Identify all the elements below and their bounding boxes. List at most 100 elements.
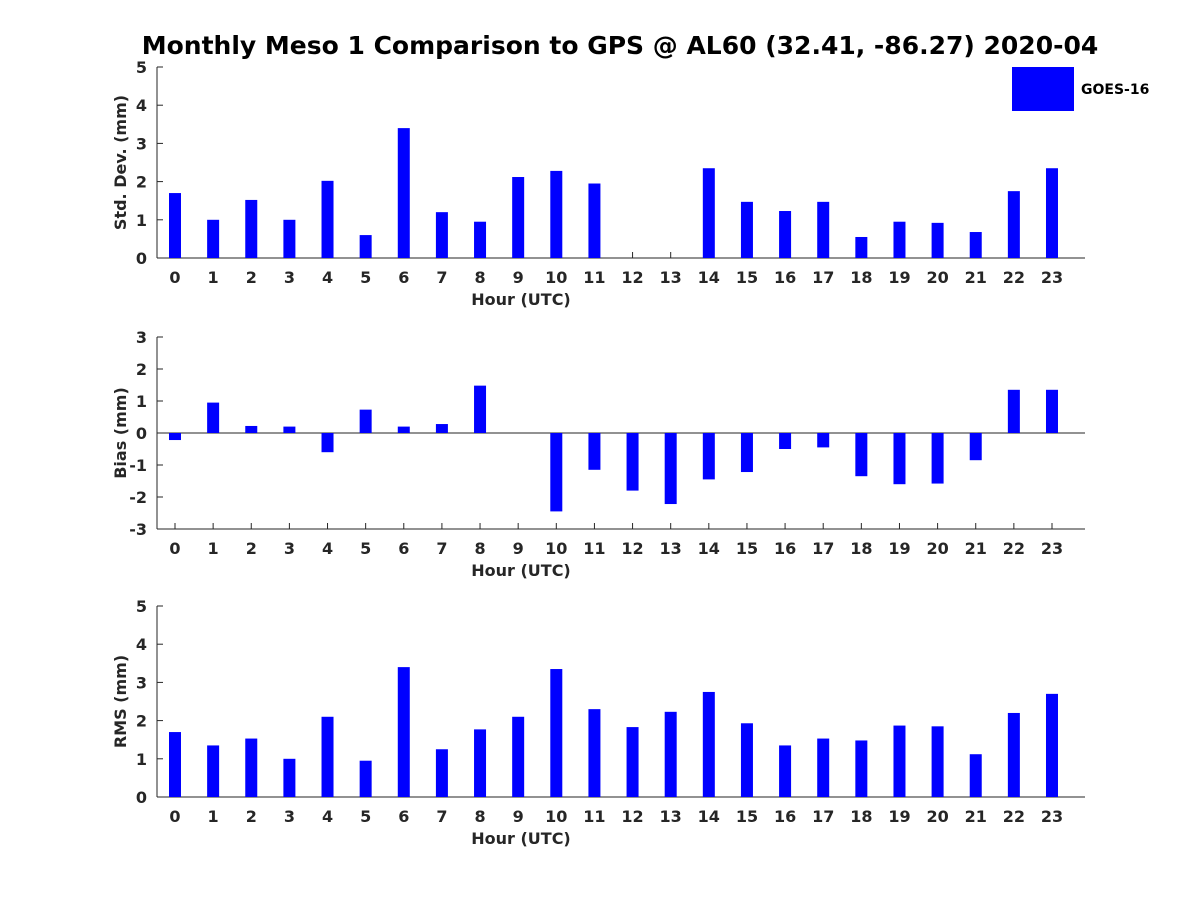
bar [321,716,334,797]
bar [740,433,753,473]
x-tick-label: 7 [436,807,447,826]
x-tick-label: 15 [736,268,758,287]
y-tick-label: 3 [136,328,147,347]
x-tick-label: 18 [850,807,872,826]
y-tick-label: 4 [136,96,147,115]
bar [702,168,715,258]
x-tick-label: 9 [513,268,524,287]
x-tick-label: 16 [774,268,796,287]
y-tick-label: 3 [136,673,147,692]
bar [169,433,181,441]
x-tick-label: 8 [474,807,485,826]
x-tick-label: 10 [545,539,567,558]
bar [969,433,982,461]
x-tick-label: 15 [736,539,758,558]
bar [550,669,563,797]
y-tick-label: 2 [136,712,147,731]
bar [931,726,944,797]
x-tick-label: 22 [1003,268,1025,287]
x-tick-label: 23 [1041,268,1063,287]
x-tick-label: 12 [621,539,643,558]
x-tick-label: 22 [1003,807,1025,826]
x-tick-label: 10 [545,807,567,826]
bar [893,221,906,258]
y-tick-label: 2 [136,173,147,192]
x-tick-label: 8 [474,539,485,558]
x-axis-label: Hour (UTC) [471,290,571,309]
x-tick-label: 7 [436,268,447,287]
x-tick-label: 0 [169,539,180,558]
bar [512,177,525,258]
x-tick-label: 6 [398,807,409,826]
x-tick-label: 13 [660,807,682,826]
bar [169,193,181,258]
x-tick-label: 16 [774,539,796,558]
x-tick-label: 7 [436,539,447,558]
x-tick-label: 1 [208,539,219,558]
bar [779,433,792,449]
figure-title: Monthly Meso 1 Comparison to GPS @ AL60 … [142,31,1099,60]
bar [321,180,334,258]
x-tick-label: 11 [583,807,605,826]
x-tick-label: 21 [965,539,987,558]
x-tick-label: 5 [360,539,371,558]
y-tick-label: 2 [136,360,147,379]
x-tick-label: 18 [850,268,872,287]
bar [245,738,258,797]
x-tick-label: 13 [660,539,682,558]
bar [969,754,982,797]
bar [474,729,487,797]
bar [588,709,601,797]
x-tick-label: 19 [888,539,910,558]
bar [550,170,563,258]
bar [1045,168,1058,258]
bar [397,667,410,797]
y-axis-label: RMS (mm) [111,655,130,748]
bar [435,212,448,258]
bar [169,732,181,797]
x-tick-label: 0 [169,807,180,826]
x-tick-label: 16 [774,807,796,826]
x-tick-label: 2 [246,268,257,287]
bar [359,235,372,258]
x-tick-label: 9 [513,539,524,558]
x-tick-label: 17 [812,268,834,287]
bar [702,691,715,797]
x-tick-label: 4 [322,268,333,287]
x-tick-label: 4 [322,807,333,826]
bar [588,183,601,258]
bar [1007,191,1020,258]
x-tick-label: 21 [965,807,987,826]
bar [855,740,868,797]
x-tick-label: 14 [698,807,720,826]
x-tick-label: 12 [621,807,643,826]
bar [626,727,639,797]
bar [702,433,715,480]
bar [397,426,410,433]
x-tick-label: 4 [322,539,333,558]
bar [245,199,258,258]
bar [931,433,944,484]
bar [550,433,563,512]
y-tick-label: 1 [136,750,147,769]
x-tick-label: 3 [284,539,295,558]
bar [245,425,258,433]
x-tick-label: 9 [513,807,524,826]
x-tick-label: 3 [284,268,295,287]
bar [817,738,830,797]
bar [1007,712,1020,797]
x-tick-label: 8 [474,268,485,287]
x-tick-label: 5 [360,807,371,826]
x-tick-label: 20 [926,807,948,826]
x-tick-label: 19 [888,268,910,287]
bar [817,433,830,448]
y-tick-label: -1 [129,456,147,475]
bar [207,745,220,797]
bar [207,219,220,258]
legend: GOES-16 [1012,67,1149,111]
x-tick-label: 21 [965,268,987,287]
x-tick-label: 1 [208,268,219,287]
legend-swatch [1012,67,1074,111]
x-tick-label: 17 [812,539,834,558]
